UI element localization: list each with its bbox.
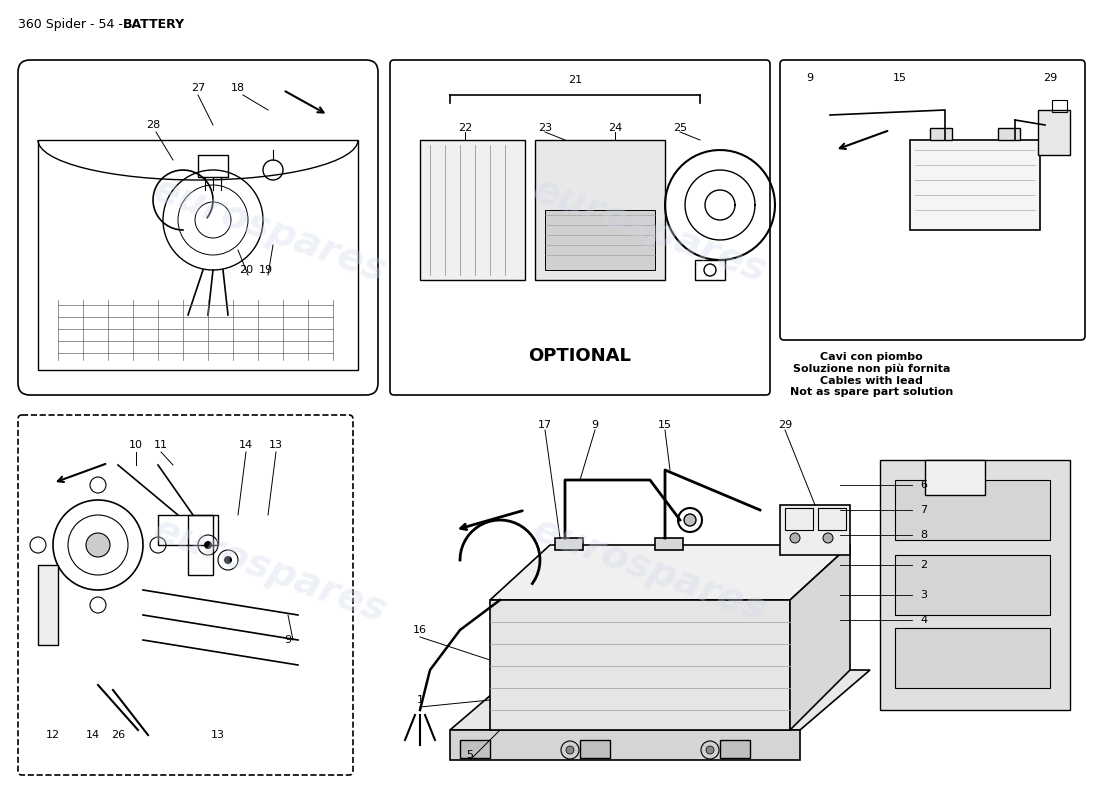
Text: 13: 13 bbox=[211, 730, 226, 740]
Text: 23: 23 bbox=[538, 123, 552, 133]
Text: 15: 15 bbox=[658, 420, 672, 430]
Text: 11: 11 bbox=[154, 440, 168, 450]
Text: 24: 24 bbox=[608, 123, 623, 133]
Text: eurospares: eurospares bbox=[528, 170, 772, 290]
Text: 2: 2 bbox=[920, 560, 927, 570]
Bar bbox=[895, 480, 1050, 540]
Text: 16: 16 bbox=[412, 625, 427, 635]
Text: 14: 14 bbox=[86, 730, 100, 740]
Circle shape bbox=[561, 741, 579, 759]
Bar bbox=[188, 515, 213, 575]
Circle shape bbox=[823, 533, 833, 543]
Circle shape bbox=[224, 556, 232, 564]
Bar bbox=[785, 508, 813, 530]
Bar bbox=[895, 628, 1050, 688]
Text: 13: 13 bbox=[270, 440, 283, 450]
Polygon shape bbox=[490, 600, 790, 730]
Text: 22: 22 bbox=[458, 123, 472, 133]
Text: 10: 10 bbox=[129, 440, 143, 450]
Text: 360 Spider - 54 -: 360 Spider - 54 - bbox=[18, 18, 126, 31]
Bar bbox=[720, 740, 750, 758]
Text: 14: 14 bbox=[239, 440, 253, 450]
Text: Cavi con piombo
Soluzione non più fornita
Cables with lead
Not as spare part sol: Cavi con piombo Soluzione non più fornit… bbox=[790, 352, 954, 398]
Bar bbox=[39, 565, 58, 645]
Text: 19: 19 bbox=[258, 265, 273, 275]
Text: eurospares: eurospares bbox=[148, 510, 392, 630]
Bar bbox=[1052, 100, 1067, 112]
Text: 9: 9 bbox=[806, 73, 814, 83]
Text: 1: 1 bbox=[417, 695, 424, 705]
Text: 15: 15 bbox=[893, 73, 907, 83]
Bar bbox=[544, 210, 654, 270]
Bar bbox=[818, 508, 846, 530]
Text: OPTIONAL: OPTIONAL bbox=[529, 347, 631, 365]
Circle shape bbox=[790, 533, 800, 543]
Text: 27: 27 bbox=[191, 83, 205, 93]
Bar bbox=[925, 460, 985, 495]
Circle shape bbox=[684, 514, 696, 526]
Bar bbox=[198, 155, 228, 177]
Circle shape bbox=[706, 746, 714, 754]
Bar bbox=[654, 538, 683, 550]
Polygon shape bbox=[880, 460, 1070, 710]
Text: 21: 21 bbox=[568, 75, 582, 85]
Polygon shape bbox=[490, 545, 850, 600]
Text: 29: 29 bbox=[778, 420, 792, 430]
Bar bbox=[998, 128, 1020, 140]
Text: 5: 5 bbox=[466, 750, 473, 760]
Text: 26: 26 bbox=[111, 730, 125, 740]
Bar bbox=[780, 505, 850, 555]
Text: 7: 7 bbox=[920, 505, 927, 515]
Text: 20: 20 bbox=[239, 265, 253, 275]
Text: 8: 8 bbox=[920, 530, 927, 540]
Text: 4: 4 bbox=[920, 615, 927, 625]
Text: eurospares: eurospares bbox=[528, 510, 772, 630]
Bar bbox=[556, 538, 583, 550]
Polygon shape bbox=[790, 545, 850, 730]
Circle shape bbox=[204, 541, 212, 549]
Text: 6: 6 bbox=[920, 480, 927, 490]
Text: 17: 17 bbox=[538, 420, 552, 430]
Text: 18: 18 bbox=[231, 83, 245, 93]
Bar bbox=[420, 140, 525, 280]
Text: eurospares: eurospares bbox=[148, 170, 392, 290]
Text: 3: 3 bbox=[920, 590, 927, 600]
Bar bbox=[910, 140, 1040, 230]
Circle shape bbox=[701, 741, 719, 759]
Bar bbox=[930, 128, 952, 140]
Circle shape bbox=[86, 533, 110, 557]
Circle shape bbox=[566, 746, 574, 754]
Text: 28: 28 bbox=[146, 120, 161, 130]
Polygon shape bbox=[450, 670, 870, 730]
Bar bbox=[535, 140, 666, 280]
Text: 9: 9 bbox=[285, 635, 292, 645]
Bar bbox=[1038, 110, 1070, 155]
Text: 12: 12 bbox=[46, 730, 60, 740]
Text: BATTERY: BATTERY bbox=[123, 18, 185, 31]
Bar bbox=[895, 555, 1050, 615]
Bar bbox=[460, 740, 490, 758]
Bar bbox=[580, 740, 611, 758]
Bar bbox=[158, 515, 218, 545]
Text: 29: 29 bbox=[1043, 73, 1057, 83]
Bar bbox=[695, 260, 725, 280]
Polygon shape bbox=[450, 730, 800, 760]
Text: 9: 9 bbox=[592, 420, 598, 430]
Text: 25: 25 bbox=[673, 123, 688, 133]
